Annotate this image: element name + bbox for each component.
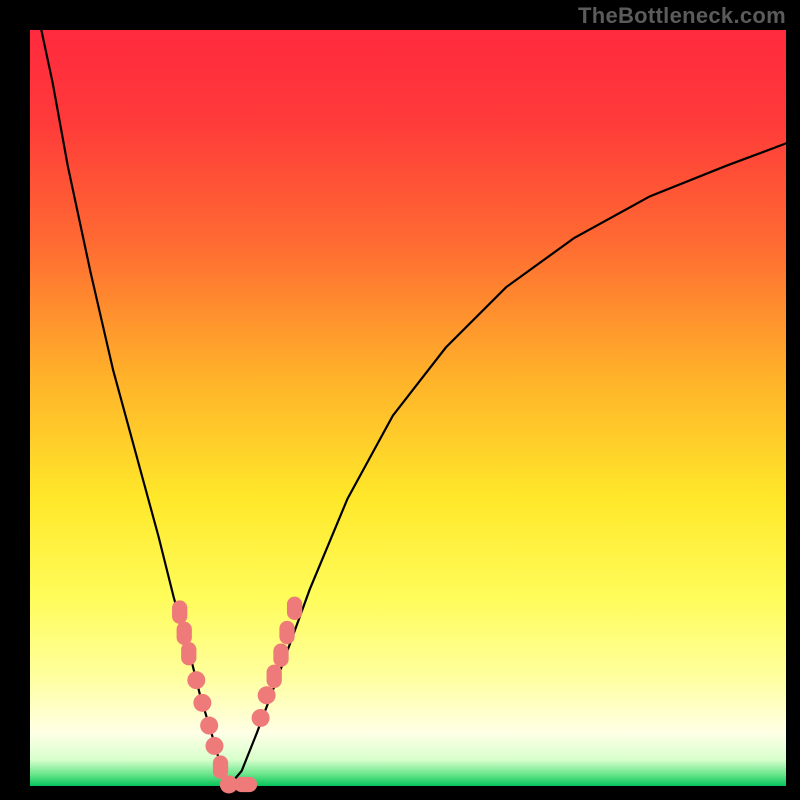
marker-point xyxy=(177,622,192,645)
marker-point xyxy=(234,777,257,792)
marker-point xyxy=(205,737,223,755)
marker-point xyxy=(273,644,288,667)
marker-point xyxy=(252,709,270,727)
chart-root: TheBottleneck.com xyxy=(0,0,800,800)
marker-point xyxy=(213,755,228,778)
marker-point xyxy=(258,686,276,704)
marker-point xyxy=(267,665,282,688)
marker-point xyxy=(287,597,302,620)
marker-point xyxy=(200,717,218,735)
marker-point xyxy=(187,671,205,689)
watermark-text: TheBottleneck.com xyxy=(578,3,786,29)
marker-point xyxy=(279,621,294,644)
plot-background xyxy=(30,30,786,786)
plot-svg xyxy=(0,0,800,800)
marker-point xyxy=(193,694,211,712)
marker-point xyxy=(181,642,196,665)
marker-point xyxy=(172,600,187,623)
